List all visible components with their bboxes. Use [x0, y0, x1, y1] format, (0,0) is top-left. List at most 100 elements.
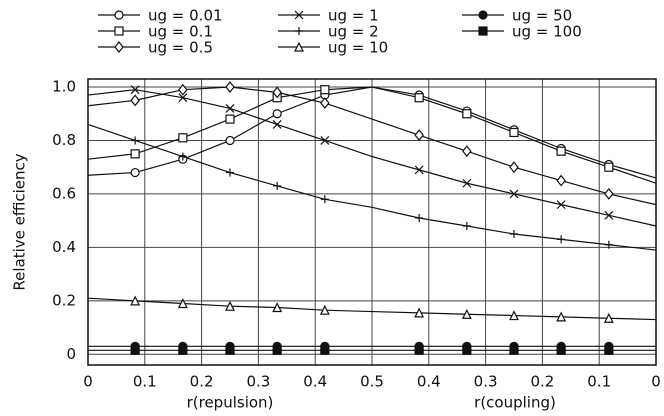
- marker-shape: [510, 230, 518, 239]
- marker: [225, 114, 235, 124]
- marker-shape: [320, 97, 330, 110]
- marker: [556, 146, 566, 156]
- x-axis-label-right: r(coupling): [474, 394, 556, 412]
- marker-shape: [509, 345, 519, 355]
- x-tick-label: 0.2: [530, 373, 554, 391]
- marker: [130, 295, 141, 306]
- y-axis-label: Relative efficiency: [11, 153, 29, 290]
- marker: [603, 312, 614, 323]
- marker-shape: [272, 302, 283, 313]
- marker: [414, 165, 424, 175]
- marker: [272, 302, 283, 313]
- marker-shape: [130, 85, 140, 95]
- marker-shape: [272, 86, 282, 99]
- x-tick-label: 0.4: [303, 373, 327, 391]
- marker-shape: [604, 162, 614, 172]
- marker: [414, 129, 424, 142]
- marker-shape: [131, 136, 140, 145]
- marker: [509, 310, 519, 321]
- marker-shape: [509, 189, 519, 199]
- marker: [320, 345, 330, 355]
- legend-label: ug = 0.1: [148, 23, 213, 41]
- x-tick-label: 0.1: [133, 373, 157, 391]
- marker: [226, 168, 234, 177]
- marker-shape: [462, 145, 472, 158]
- marker-shape: [478, 10, 488, 20]
- x-tick-label: 0.2: [190, 373, 214, 391]
- marker: [225, 345, 235, 355]
- marker: [130, 167, 140, 178]
- x-tick-label: 0.5: [360, 373, 384, 391]
- marker: [225, 103, 235, 113]
- marker: [556, 200, 566, 210]
- marker: [462, 345, 472, 355]
- marker-shape: [603, 312, 614, 323]
- marker-shape: [225, 114, 235, 124]
- marker-shape: [225, 300, 235, 311]
- legend-label: ug = 0.01: [148, 7, 223, 25]
- marker: [114, 41, 124, 53]
- x-tick-label: 0.3: [474, 373, 498, 391]
- marker: [510, 230, 518, 239]
- legend-label: ug = 0.5: [148, 39, 213, 57]
- marker-shape: [114, 10, 124, 20]
- marker: [178, 93, 188, 103]
- marker-shape: [604, 187, 614, 200]
- marker: [114, 10, 124, 20]
- marker-shape: [130, 167, 140, 178]
- marker: [462, 222, 471, 231]
- marker-shape: [273, 181, 282, 190]
- marker: [295, 27, 303, 35]
- marker: [273, 181, 282, 190]
- marker: [414, 93, 424, 103]
- marker-shape: [556, 146, 566, 156]
- marker-shape: [114, 41, 124, 53]
- marker: [177, 298, 188, 309]
- marker-shape: [320, 195, 329, 204]
- marker-shape: [604, 210, 614, 220]
- y-tick-label: 1.0: [52, 78, 76, 96]
- marker: [320, 97, 330, 110]
- legend-label: ug = 50: [512, 7, 572, 25]
- marker: [130, 149, 140, 159]
- x-tick-label: 0: [83, 373, 93, 391]
- marker: [320, 136, 330, 145]
- marker: [225, 300, 235, 311]
- x-tick-label: 0: [651, 373, 661, 391]
- marker-shape: [509, 127, 519, 138]
- marker-shape: [414, 93, 424, 103]
- marker-shape: [556, 200, 566, 210]
- marker: [272, 120, 282, 129]
- marker: [294, 41, 304, 52]
- marker-shape: [178, 345, 188, 355]
- marker: [556, 345, 566, 355]
- marker-shape: [272, 345, 282, 355]
- marker: [604, 162, 614, 172]
- marker: [556, 311, 567, 322]
- marker-shape: [414, 165, 424, 175]
- marker-shape: [320, 136, 330, 145]
- marker-shape: [557, 235, 566, 244]
- marker: [178, 83, 188, 96]
- marker: [604, 210, 614, 220]
- marker-shape: [177, 298, 188, 309]
- marker-shape: [225, 135, 235, 146]
- marker-shape: [294, 41, 304, 52]
- marker-shape: [478, 26, 488, 36]
- marker-shape: [178, 152, 187, 161]
- marker: [178, 152, 187, 161]
- marker: [478, 10, 488, 20]
- marker: [414, 307, 425, 318]
- x-axis-label: r(repulsion): [187, 394, 274, 412]
- marker-shape: [556, 174, 566, 187]
- marker-shape: [130, 295, 141, 306]
- marker-shape: [556, 311, 567, 322]
- marker: [320, 195, 329, 204]
- marker-shape: [462, 345, 472, 355]
- marker: [509, 189, 519, 199]
- marker: [509, 161, 519, 174]
- marker-shape: [604, 240, 613, 249]
- marker-shape: [604, 345, 614, 355]
- x-tick-label: 0.3: [246, 373, 270, 391]
- marker: [509, 345, 519, 355]
